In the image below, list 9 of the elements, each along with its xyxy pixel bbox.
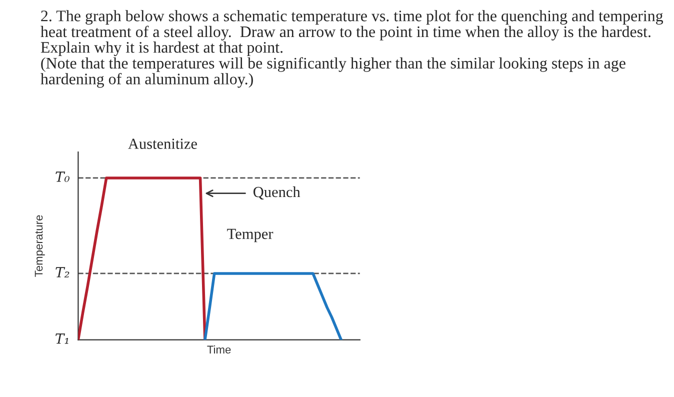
annotation: Quench [253, 186, 300, 200]
text: Austenitize [128, 138, 197, 149]
text: T₁ [56, 334, 68, 344]
chart-title: 2. The graph below shows a schematic temperature vs. time plot for the quenching and tempering heat treatment of a steel alloy. Draw an arrow to the point in time when the alloy is the hardest. Explain why it is hardest at that point. (Note that the temperatures will be significantly higher than the similar looking steps in age hardening of an aluminum alloy.) [40, 10, 664, 88]
y-axis-title: Temperature [34, 215, 45, 277]
ref-line-label: T₂ [56, 267, 70, 278]
x-axis-title: Time [207, 345, 231, 354]
annotation: Temper [227, 228, 274, 242]
ref-line-label: T₀ [56, 172, 70, 182]
